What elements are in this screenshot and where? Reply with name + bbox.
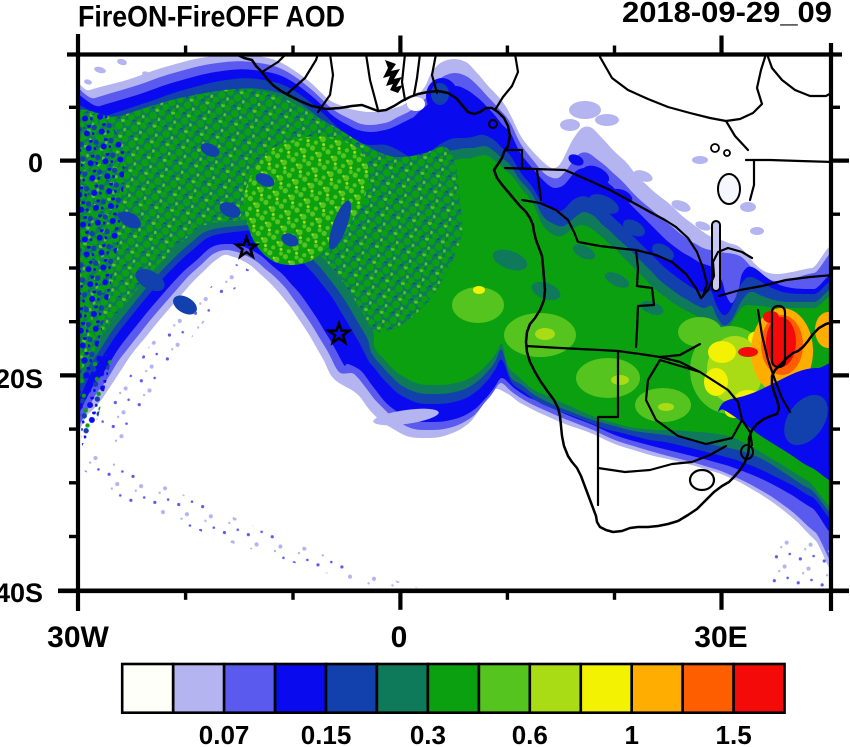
svg-text:20S: 20S [0,364,43,394]
svg-text:1: 1 [624,720,638,747]
svg-text:0.07: 0.07 [199,720,250,747]
svg-text:0.6: 0.6 [512,720,548,747]
svg-text:0: 0 [28,148,43,178]
svg-text:0.3: 0.3 [410,720,446,747]
svg-text:30E: 30E [694,621,747,654]
svg-text:0: 0 [391,621,408,654]
svg-text:FireON-FireOFF AOD: FireON-FireOFF AOD [78,1,345,34]
svg-text:2018-09-29_09: 2018-09-29_09 [622,0,832,29]
svg-text:30W: 30W [47,621,109,654]
svg-text:40S: 40S [0,578,43,608]
svg-text:0.15: 0.15 [301,720,352,747]
svg-text:1.5: 1.5 [716,720,752,747]
